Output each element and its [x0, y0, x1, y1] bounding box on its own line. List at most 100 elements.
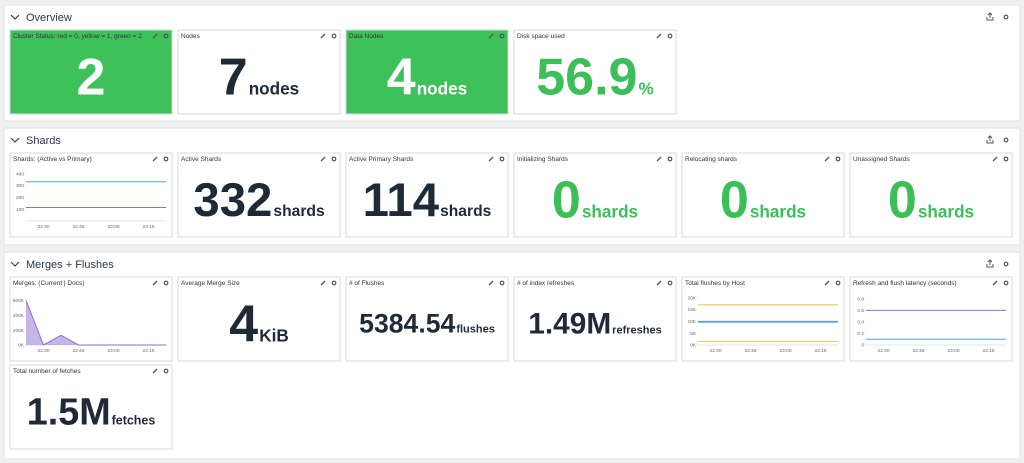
y-tick-label: 400 — [16, 171, 24, 177]
settings-icon[interactable] — [163, 156, 169, 162]
widget-value: 332shards — [193, 174, 325, 227]
widget-title: # of Flushes — [349, 280, 385, 287]
settings-icon[interactable] — [331, 33, 337, 39]
x-tick-label: 22:30 — [709, 348, 721, 354]
settings-icon[interactable] — [667, 33, 673, 39]
settings-icon[interactable] — [163, 33, 169, 39]
widget-title: Nodes — [181, 33, 201, 40]
y-tick-label: 5K — [690, 331, 697, 337]
value-number: 4 — [229, 296, 258, 354]
value-number: 4 — [387, 49, 416, 107]
widget: Initializing Shards 0shards — [513, 152, 677, 238]
value-number: 5384.54 — [359, 309, 455, 339]
settings-icon[interactable] — [331, 156, 337, 162]
edit-icon[interactable] — [824, 156, 830, 162]
section-title: Merges + Flushes — [26, 259, 114, 271]
settings-icon[interactable] — [499, 33, 505, 39]
y-tick-label: 300 — [16, 183, 24, 189]
x-tick-label: 22:45 — [912, 348, 924, 354]
widget-panel — [345, 276, 509, 362]
widget-title: Cluster Status: red = 0, yellow = 1, gre… — [13, 33, 142, 40]
value-unit: shards — [273, 203, 325, 220]
widget: Total flushes by Host 0K 5K 10K 15K 20K 22:30 2… — [681, 276, 845, 362]
edit-icon[interactable] — [488, 33, 494, 39]
edit-icon[interactable] — [992, 280, 998, 286]
settings-icon[interactable] — [1003, 137, 1009, 143]
x-tick-label: 23:15 — [814, 348, 826, 354]
edit-icon[interactable] — [152, 368, 158, 374]
y-tick-label: 100 — [16, 207, 24, 213]
widget-value: 4nodes — [387, 49, 467, 107]
widget-title: # of index refreshes — [517, 280, 575, 287]
settings-icon[interactable] — [835, 156, 841, 162]
widget: Total number of fetches 1.5Mfetches — [9, 364, 173, 450]
x-tick-label: 23:15 — [142, 224, 154, 230]
value-unit: nodes — [249, 79, 300, 99]
y-tick-label: 400K — [13, 313, 25, 319]
section: Merges + Flushes Merges: (Current | Docs)… — [3, 251, 1021, 460]
settings-icon[interactable] — [1003, 280, 1009, 286]
widget: Shards: (Active vs Primary) 100 200 300 400 2… — [9, 152, 173, 238]
collapse-chevron[interactable] — [10, 14, 20, 20]
y-tick-label: 600K — [13, 298, 25, 304]
settings-icon[interactable] — [163, 280, 169, 286]
edit-icon[interactable] — [320, 156, 326, 162]
edit-icon[interactable] — [320, 33, 326, 39]
widget: Merges: (Current | Docs) 0K 200K 400K 600K 22… — [9, 276, 173, 362]
settings-icon[interactable] — [835, 280, 841, 286]
widget-title: Disk space used — [517, 33, 565, 40]
edit-icon[interactable] — [152, 156, 158, 162]
edit-icon[interactable] — [656, 280, 662, 286]
widget-panel — [177, 276, 341, 362]
settings-icon[interactable] — [1003, 156, 1009, 162]
widget: Active Shards 332shards — [177, 152, 341, 238]
widget-value: 0shards — [552, 172, 638, 230]
edit-icon[interactable] — [656, 33, 662, 39]
edit-icon[interactable] — [152, 280, 158, 286]
settings-icon[interactable] — [163, 368, 169, 374]
edit-icon[interactable] — [488, 156, 494, 162]
collapse-chevron[interactable] — [10, 261, 20, 267]
widget: Relocating shards 0shards — [681, 152, 845, 238]
value-unit: KiB — [259, 326, 289, 346]
share-icon[interactable] — [986, 135, 994, 144]
section-title: Shards — [26, 135, 61, 147]
x-tick-label: 23:00 — [779, 348, 791, 354]
widget-title: Initializing Shards — [517, 156, 569, 163]
settings-icon[interactable] — [499, 156, 505, 162]
widget-value: 4KiB — [229, 296, 288, 354]
settings-icon[interactable] — [667, 280, 673, 286]
edit-icon[interactable] — [656, 156, 662, 162]
settings-icon[interactable] — [1003, 14, 1009, 20]
widget-panel — [9, 364, 173, 450]
share-icon[interactable] — [986, 259, 994, 268]
edit-icon[interactable] — [488, 280, 494, 286]
share-icon[interactable] — [986, 12, 994, 21]
widget: Nodes 7nodes — [177, 29, 341, 115]
section: Shards Shards: (Active vs Primary) 100 200 3… — [3, 127, 1021, 246]
edit-icon[interactable] — [320, 280, 326, 286]
widget-panel — [9, 152, 173, 238]
x-tick-label: 22:45 — [72, 224, 84, 230]
widget-title: Refresh and flush latency (seconds) — [853, 280, 957, 287]
widget: Average Merge Size 4KiB — [177, 276, 341, 362]
widget-value: 5384.54flushes — [359, 309, 495, 339]
edit-icon[interactable] — [824, 280, 830, 286]
widget: Refresh and flush latency (seconds) 0 0.2 0… — [849, 276, 1013, 362]
edit-icon[interactable] — [992, 156, 998, 162]
value-number: 114 — [363, 174, 440, 227]
x-tick-label: 22:30 — [877, 348, 889, 354]
edit-icon[interactable] — [152, 33, 158, 39]
collapse-chevron[interactable] — [10, 137, 20, 143]
widget-panel — [513, 276, 677, 362]
widget-panel — [177, 29, 341, 115]
widget-panel — [849, 276, 1013, 362]
settings-icon[interactable] — [1003, 261, 1009, 267]
value-unit: fetches — [112, 414, 156, 428]
settings-icon[interactable] — [499, 280, 505, 286]
settings-icon[interactable] — [331, 280, 337, 286]
value-number: 2 — [77, 49, 106, 107]
widget-title: Merges: (Current | Docs) — [13, 280, 84, 287]
settings-icon[interactable] — [667, 156, 673, 162]
